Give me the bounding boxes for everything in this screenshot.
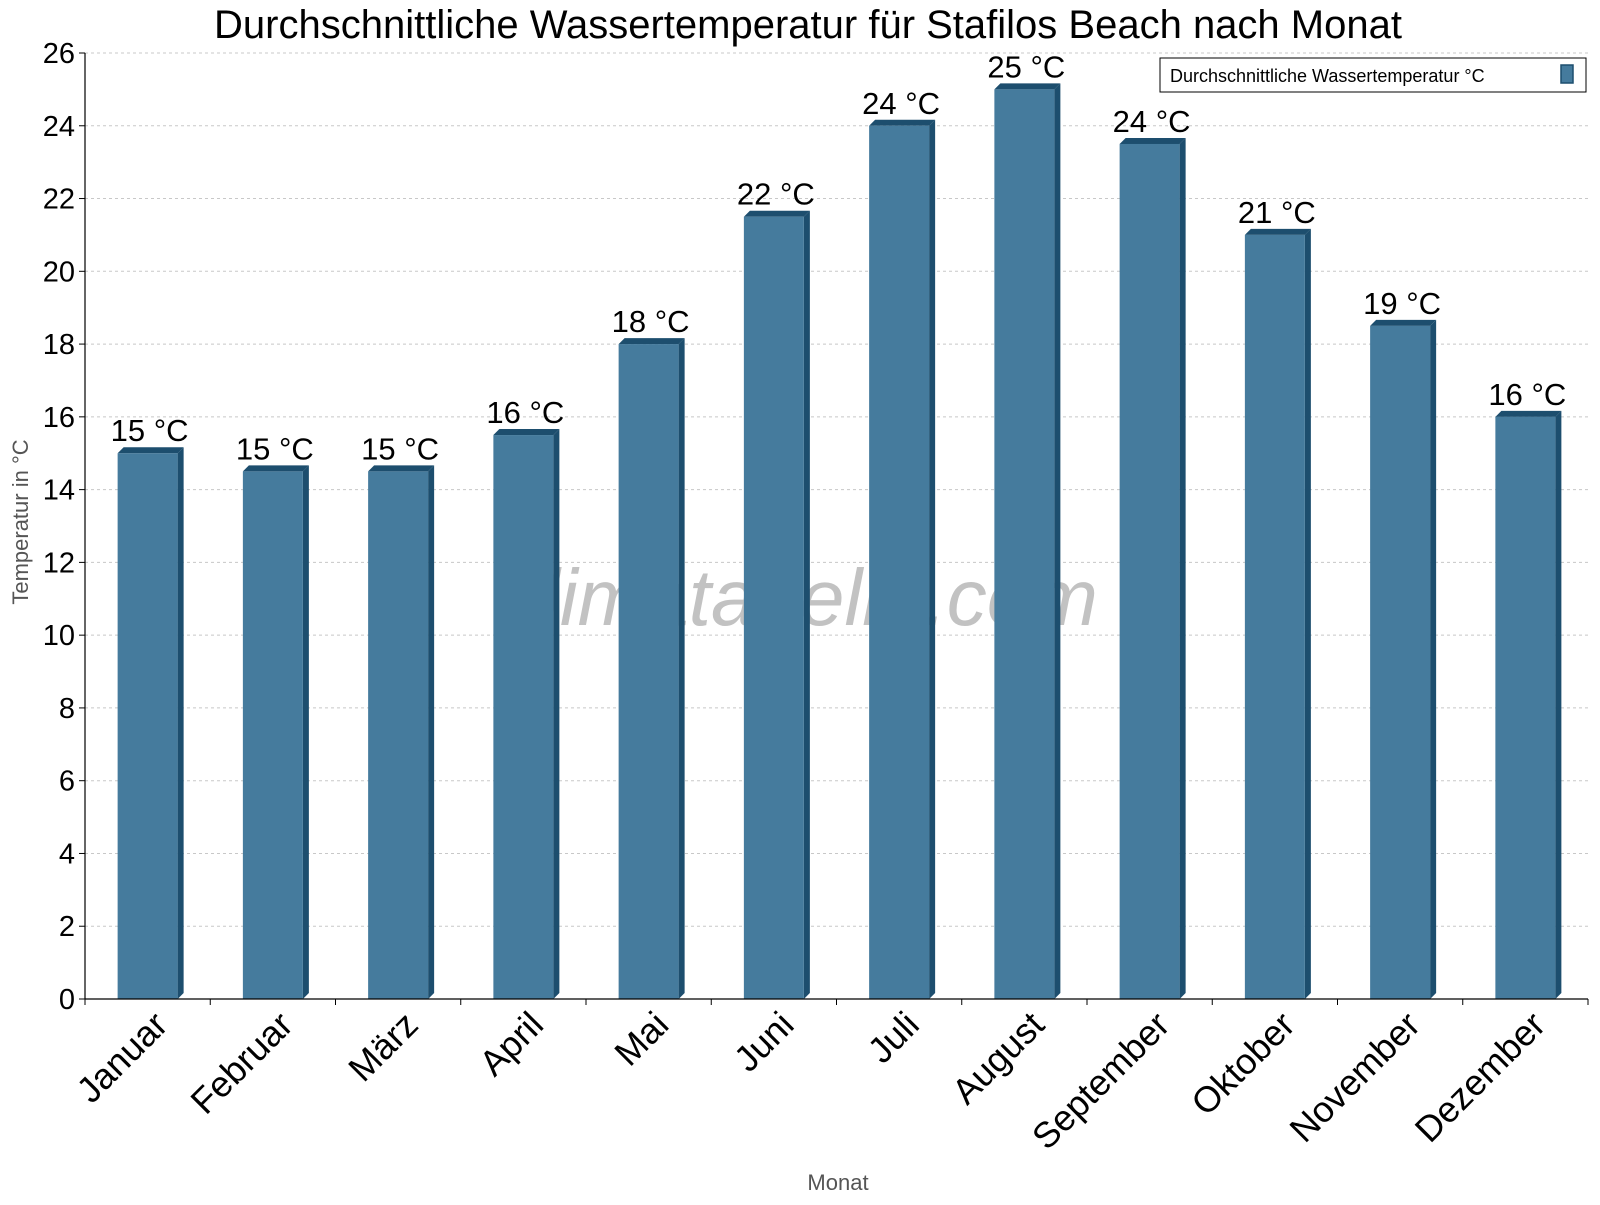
data-label: 16 °C: [1488, 377, 1566, 412]
bar-group: 16 °C: [486, 395, 564, 999]
bar-side: [803, 210, 810, 999]
bar-side: [302, 465, 309, 999]
legend-box: [1159, 57, 1587, 93]
y-tick-label: 8: [59, 693, 75, 725]
data-label: 21 °C: [1238, 195, 1316, 230]
bar-group: 24 °C: [862, 86, 940, 1000]
bar: [1370, 325, 1431, 999]
bar-top: [117, 447, 184, 454]
y-tick-label: 22: [43, 184, 75, 216]
y-tick-label: 6: [59, 766, 75, 798]
y-tick-label: 4: [59, 838, 75, 870]
bar: [994, 89, 1055, 999]
y-tick-label: 18: [43, 329, 75, 361]
bar-top: [869, 119, 936, 126]
data-label: 18 °C: [612, 304, 690, 339]
bar-side: [929, 119, 936, 1000]
bar-top: [994, 83, 1061, 90]
bar-group: 18 °C: [612, 304, 690, 1000]
bar-group: 19 °C: [1363, 286, 1441, 999]
y-tick-label: 0: [59, 984, 75, 1016]
bar-top: [1495, 410, 1562, 417]
bar-group: 21 °C: [1238, 195, 1316, 999]
bar-side: [177, 447, 184, 999]
bar: [1244, 234, 1305, 999]
bar-side: [553, 429, 560, 999]
bar-side: [1430, 319, 1437, 999]
data-label: 22 °C: [737, 177, 815, 212]
bar-side: [1054, 83, 1061, 999]
bar: [1495, 416, 1556, 999]
data-label: 24 °C: [862, 86, 940, 121]
bar-side: [678, 338, 685, 1000]
y-tick-label: 12: [43, 547, 75, 579]
bar: [743, 216, 804, 999]
bar-side: [1179, 137, 1186, 999]
y-axis-title: Temperatur in °C: [8, 439, 33, 604]
x-axis-title: Monat: [807, 1170, 868, 1195]
bar-group: 16 °C: [1488, 377, 1566, 999]
data-label: 16 °C: [486, 395, 564, 430]
bar-top: [1119, 137, 1186, 144]
bar-top: [368, 465, 435, 472]
data-label: 15 °C: [361, 431, 439, 466]
bar: [869, 125, 930, 1000]
y-tick-label: 2: [59, 911, 75, 943]
bar-top: [618, 338, 685, 345]
bar-group: 25 °C: [987, 49, 1065, 999]
bar-side: [428, 465, 435, 999]
bar-group: 15 °C: [361, 431, 439, 999]
bar-top: [1244, 228, 1311, 235]
data-label: 15 °C: [236, 431, 314, 466]
bar-top: [1370, 319, 1437, 326]
y-tick-label: 16: [43, 402, 75, 434]
data-label: 24 °C: [1113, 104, 1191, 139]
bar-group: 15 °C: [236, 431, 314, 999]
bar-group: 24 °C: [1113, 104, 1191, 999]
bar-top: [743, 210, 810, 217]
legend: Durchschnittliche Wassertemperatur °C: [1159, 57, 1587, 93]
bar: [493, 435, 554, 999]
bars: 15 °C 15 °C 15 °C 16 °C 18 °C 22 °C 24 °C 25 °C…: [111, 49, 1566, 1000]
data-label: 19 °C: [1363, 286, 1441, 321]
bar-side: [1304, 228, 1311, 999]
y-tick-label: 26: [43, 38, 75, 70]
bar: [618, 344, 679, 1000]
y-tick-label: 10: [43, 620, 75, 652]
bar: [1119, 143, 1180, 999]
data-label: 25 °C: [987, 49, 1065, 84]
data-label: 15 °C: [111, 413, 189, 448]
bar-group: 15 °C: [111, 413, 189, 999]
bar-top: [242, 465, 309, 472]
chart-title: Durchschnittliche Wassertemperatur für S…: [214, 3, 1402, 47]
bar: [368, 471, 429, 999]
bar: [117, 453, 178, 999]
bar: [242, 471, 303, 999]
bar-side: [1555, 410, 1562, 999]
bar-top: [493, 429, 560, 436]
grid: [85, 52, 1588, 927]
legend-swatch: [1560, 64, 1574, 84]
y-tick-label: 20: [43, 256, 75, 288]
legend-label: Durchschnittliche Wassertemperatur °C: [1170, 66, 1485, 86]
y-tick-label: 24: [43, 111, 75, 143]
y-tick-label: 14: [43, 475, 75, 507]
bar-group: 22 °C: [737, 177, 815, 999]
